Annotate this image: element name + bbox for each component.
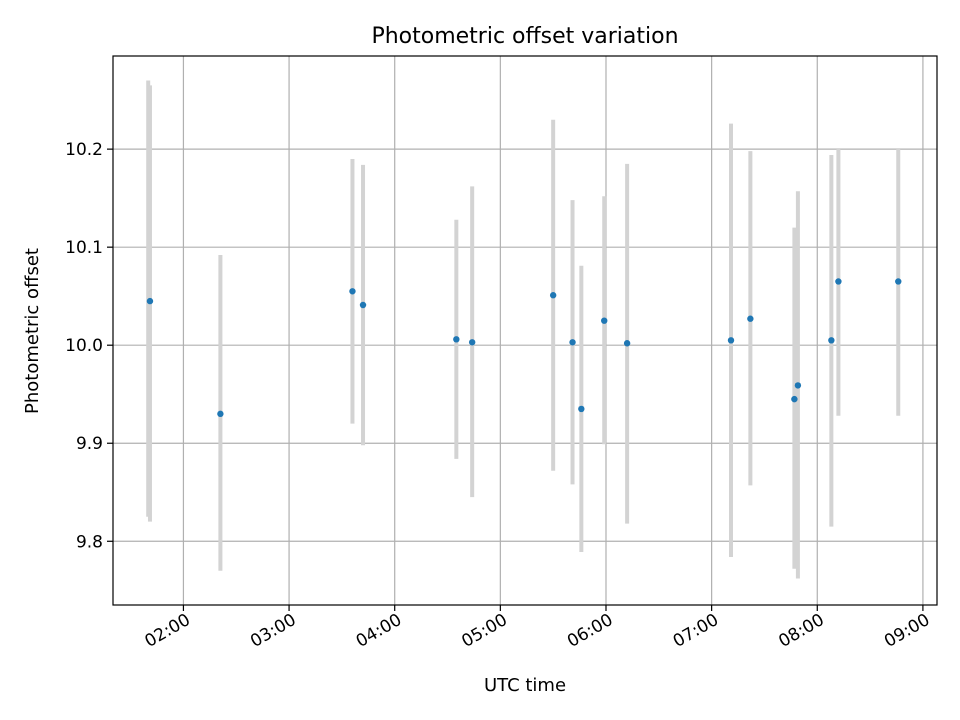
data-point — [569, 339, 576, 346]
data-point — [549, 292, 557, 299]
data-point — [359, 301, 367, 309]
data-point — [828, 337, 835, 344]
y-tick-label: 9.9 — [76, 434, 103, 454]
data-point — [835, 278, 842, 285]
y-axis-label: Photometric offset — [22, 248, 43, 414]
y-tick-label: 9.8 — [76, 532, 103, 552]
y-tick-label: 10.0 — [65, 336, 103, 356]
plot-area-frame — [112, 55, 938, 606]
data-point — [468, 339, 476, 346]
data-point — [217, 410, 224, 418]
data-point — [747, 315, 754, 322]
data-point — [453, 336, 460, 343]
data-point — [727, 337, 735, 344]
data-point — [601, 317, 608, 324]
data-point — [895, 278, 902, 285]
data-point — [623, 340, 631, 347]
data-point — [794, 382, 802, 389]
y-tick-label: 10.1 — [65, 238, 103, 258]
data-point — [146, 297, 154, 305]
data-point — [349, 288, 356, 295]
y-tick-label: 10.2 — [65, 140, 103, 160]
data-points — [146, 278, 902, 418]
x-axis-label: UTC time — [484, 675, 566, 696]
chart-title: Photometric offset variation — [371, 24, 678, 49]
y-axis-ticks: 9.8 9.9 10.0 10.1 10.2 — [65, 140, 113, 552]
data-point — [791, 395, 798, 403]
data-point — [578, 405, 585, 413]
